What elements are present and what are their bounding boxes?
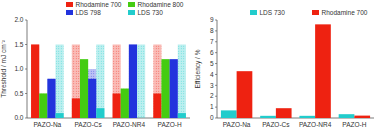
bars (221, 24, 370, 118)
hatched-bar (121, 89, 129, 118)
bar (170, 59, 178, 118)
bar (56, 113, 64, 118)
bar (299, 116, 315, 118)
bars (31, 45, 186, 119)
y-tick-label: 0 (210, 114, 214, 121)
legend-label: LDS 730 (260, 9, 286, 16)
legend-swatch (66, 2, 73, 7)
y-tick-label: 2 (210, 92, 214, 99)
y-tick-label: 8 (210, 27, 214, 34)
chart-panel: 0.0 0.5 1.0 1.5 2.0 Threshold / mJ cm⁻² PAZO-N… (0, 1, 190, 128)
y-tick-label: 0.5 (14, 90, 23, 97)
y-tick-label: 4 (210, 71, 214, 78)
bar (221, 110, 237, 118)
hatched-bar (137, 45, 145, 119)
hatched-bar (31, 45, 39, 119)
hatched-bar (88, 69, 96, 118)
hatched-bar (80, 59, 88, 118)
y-axis-label: Efficiency / % (194, 49, 202, 88)
chart-panel: 0 1 2 3 4 5 6 7 8 9 Efficiency / % PAZO-Na PAZO-Cs PA… (194, 9, 374, 128)
x-tick-label: PAZO-Cs (262, 121, 290, 128)
hatched-bar (72, 45, 80, 119)
y-tick-label: 1.0 (14, 65, 23, 72)
hatched-bar (56, 45, 64, 119)
legend-label: Rhodamine 700 (76, 1, 122, 8)
bar (72, 98, 80, 118)
bar (88, 79, 96, 118)
legend-label: LDS 798 (76, 9, 102, 16)
y-tick-label: 2.0 (14, 16, 23, 23)
legend: Rhodamine 700 Rhodamine 800 LDS 798 LDS 730 (66, 1, 184, 16)
hatched-bar (47, 79, 55, 118)
legend-swatch (250, 10, 257, 15)
y-axis (27, 20, 28, 118)
legend-label: LDS 730 (138, 9, 164, 16)
x-tick-label: PAZO-Na (223, 121, 251, 128)
bar (129, 45, 137, 119)
y-axis-label: Threshold / mJ cm⁻² (0, 39, 7, 97)
figure: 0.0 0.5 1.0 1.5 2.0 Threshold / mJ cm⁻² PAZO-N… (0, 0, 378, 131)
bar (178, 113, 186, 118)
bar (153, 94, 161, 119)
bar (339, 114, 355, 118)
bar (96, 108, 104, 118)
y-tick-label: 1 (210, 103, 214, 110)
hatched-bar (170, 59, 178, 118)
y-tick-label: 7 (210, 38, 214, 45)
x-tick-label: PAZO-H (158, 121, 182, 128)
hatched-bar (113, 45, 121, 119)
bar (31, 45, 39, 119)
y-tick-label: 0.0 (14, 114, 23, 121)
bar (39, 94, 47, 119)
bar (137, 118, 145, 119)
bar (121, 89, 129, 118)
x-tick-label: PAZO-H (342, 121, 366, 128)
hatched-bar (161, 59, 169, 118)
bar (237, 71, 253, 118)
x-tick-label: PAZO-Na (34, 121, 62, 128)
legend-swatch (128, 10, 135, 15)
bar (276, 108, 292, 118)
bar (260, 116, 276, 118)
y-tick-label: 5 (210, 60, 214, 67)
x-tick-label: PAZO-NR4 (299, 121, 332, 128)
bar (80, 59, 88, 118)
legend-swatch (312, 10, 319, 15)
bar (315, 24, 331, 118)
y-axis (217, 20, 218, 118)
y-tick-label: 6 (210, 49, 214, 56)
legend-swatch (66, 10, 73, 15)
bar (47, 79, 55, 118)
legend-label: Rhodamine 800 (138, 1, 184, 8)
legend: LDS 730 Rhodamine 700 (250, 9, 368, 16)
y-tick-label: 9 (210, 16, 214, 23)
hatched-bar (129, 45, 137, 119)
x-tick-label: PAZO-Cs (74, 121, 102, 128)
y-tick-label: 1.5 (14, 41, 23, 48)
legend-label: Rhodamine 700 (322, 9, 368, 16)
legend-swatch (128, 2, 135, 7)
x-tick-label: PAZO-NR4 (113, 121, 146, 128)
hatched-bar (178, 45, 186, 119)
hatched-bar (96, 45, 104, 119)
y-tick-label: 3 (210, 82, 214, 89)
hatched-bar (153, 45, 161, 119)
bar (113, 94, 121, 119)
bar (161, 59, 169, 118)
bar (354, 116, 370, 118)
hatched-bar (39, 94, 47, 119)
